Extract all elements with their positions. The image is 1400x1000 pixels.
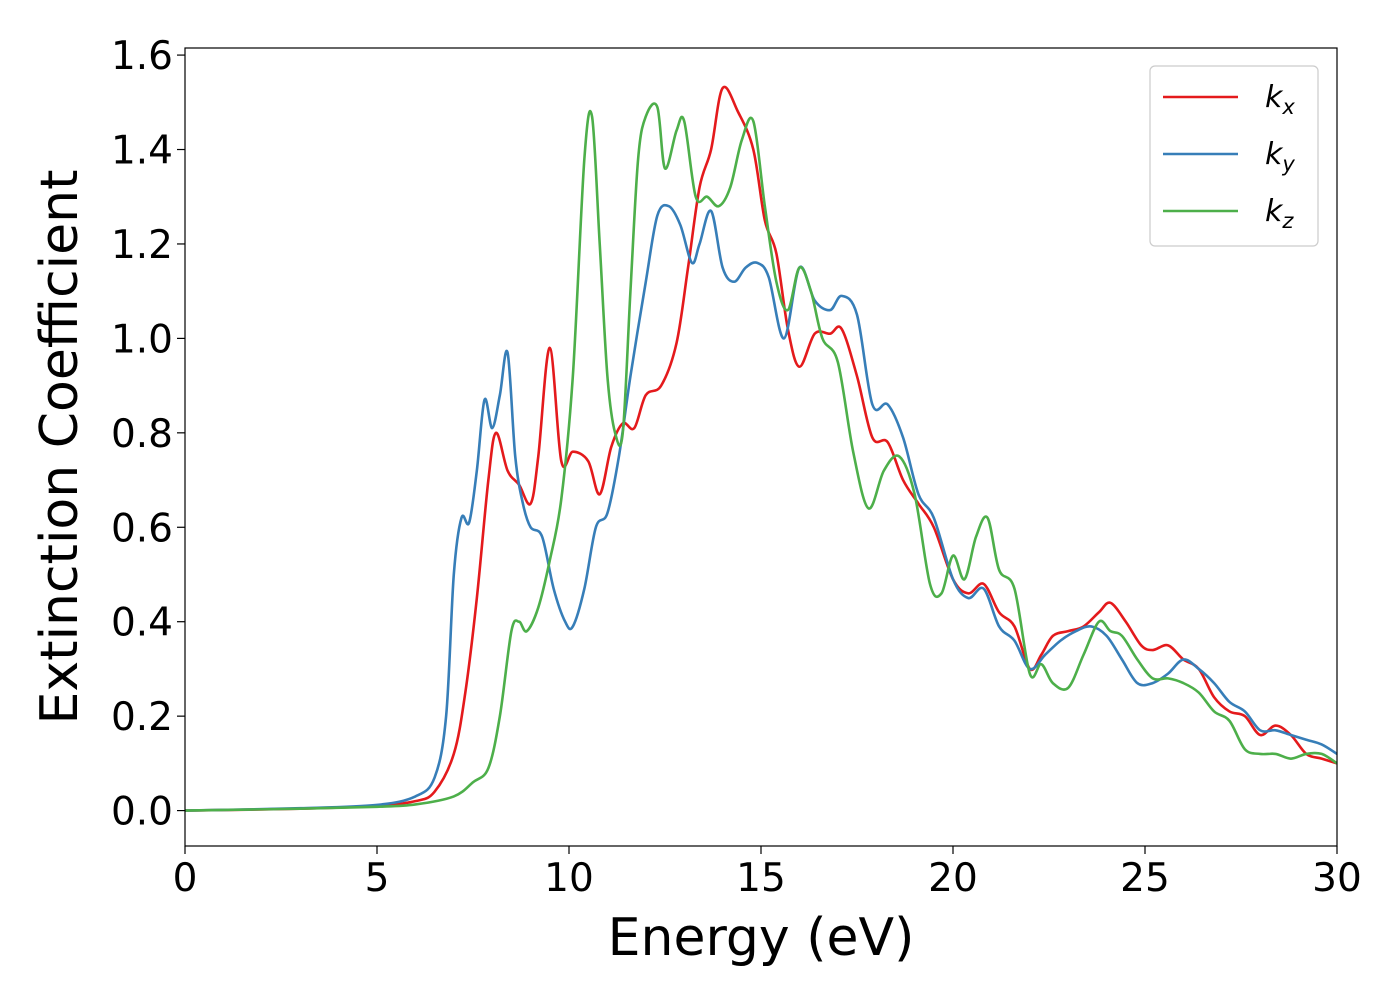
x-axis-title: Energy (eV) (608, 908, 915, 968)
series-line-ky (185, 203, 1337, 812)
x-tick-label: 0 (173, 856, 198, 901)
y-axis: 0.0 0.2 0.4 0.6 0.8 1.0 1.2 1.4 1.6 (111, 34, 185, 835)
y-tick-label: 1.6 (111, 34, 173, 79)
legend-label-subscript: z (1281, 209, 1294, 233)
y-tick-label: 1.0 (111, 317, 173, 362)
legend-label-main: k (1265, 80, 1284, 115)
series-layer (185, 85, 1337, 812)
x-tick-label: 30 (1312, 856, 1362, 901)
y-tick-label: 1.2 (111, 223, 173, 268)
legend-box (1149, 65, 1319, 247)
x-tick-label: 5 (365, 856, 390, 901)
y-tick-label: 0.6 (111, 506, 173, 551)
x-tick-label: 10 (544, 856, 594, 901)
x-tick-label: 20 (928, 856, 978, 901)
y-tick-label: 0.8 (111, 412, 173, 457)
legend-label: kx (1265, 80, 1295, 119)
x-tick-label: 15 (736, 856, 786, 901)
y-tick-label: 0.0 (111, 790, 173, 835)
legend-label: ky (1265, 137, 1295, 176)
y-tick-label: 0.2 (111, 695, 173, 740)
legend-label-main: k (1265, 194, 1284, 229)
y-axis-title: Extinction Coefficient (30, 170, 90, 725)
series-line-kz (185, 102, 1337, 812)
legend-label: kz (1265, 194, 1294, 233)
legend-label-main: k (1265, 137, 1284, 172)
x-axis: 0 5 10 15 20 25 30 (173, 846, 1362, 901)
legend-label-subscript: x (1281, 95, 1295, 119)
legend-label-subscript: y (1281, 152, 1295, 176)
x-tick-label: 25 (1120, 856, 1170, 901)
y-tick-label: 1.4 (111, 129, 173, 174)
y-tick-label: 0.4 (111, 601, 173, 646)
